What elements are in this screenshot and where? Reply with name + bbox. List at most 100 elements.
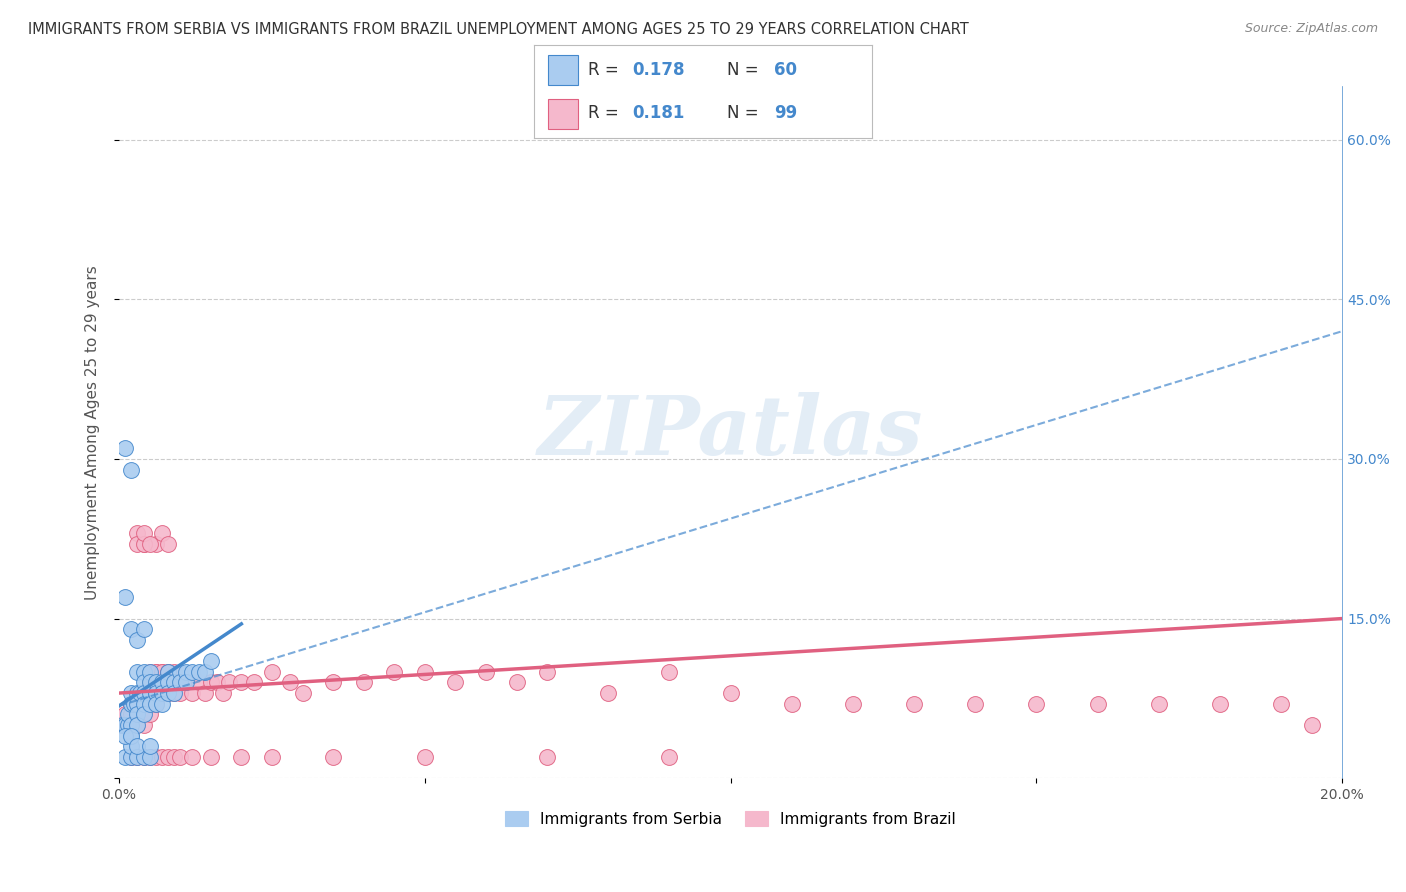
Point — [138, 537, 160, 551]
Point — [780, 697, 803, 711]
Text: ZIPatlas: ZIPatlas — [538, 392, 924, 472]
Point — [212, 686, 235, 700]
Point — [117, 718, 139, 732]
Point — [536, 665, 558, 679]
Point — [120, 739, 142, 754]
Point — [114, 718, 136, 732]
Point — [181, 750, 204, 764]
Point — [138, 686, 160, 700]
Point — [138, 707, 160, 722]
Point — [163, 686, 186, 700]
Point — [1301, 718, 1323, 732]
Point — [413, 750, 436, 764]
Point — [132, 622, 155, 636]
Point — [169, 675, 191, 690]
Text: N =: N = — [727, 61, 763, 78]
Point — [260, 750, 283, 764]
Text: 0.181: 0.181 — [633, 104, 685, 122]
Point — [138, 697, 160, 711]
Point — [291, 686, 314, 700]
Point — [205, 675, 228, 690]
Point — [145, 686, 167, 700]
Point — [132, 537, 155, 551]
Point — [120, 686, 142, 700]
Point — [156, 665, 179, 679]
Point — [242, 675, 264, 690]
Point — [720, 686, 742, 700]
Text: R =: R = — [588, 104, 624, 122]
Point — [145, 697, 167, 711]
Legend: Immigrants from Serbia, Immigrants from Brazil: Immigrants from Serbia, Immigrants from … — [499, 805, 962, 833]
Point — [132, 675, 155, 690]
Point — [132, 665, 155, 679]
Point — [163, 750, 186, 764]
Point — [150, 697, 173, 711]
Point — [114, 591, 136, 605]
Point — [132, 526, 155, 541]
Point — [129, 686, 152, 700]
Point — [132, 697, 155, 711]
Point — [127, 750, 149, 764]
Point — [150, 686, 173, 700]
Point — [156, 675, 179, 690]
Point — [114, 707, 136, 722]
Point — [127, 537, 149, 551]
Point — [200, 750, 222, 764]
Point — [353, 675, 375, 690]
Text: Source: ZipAtlas.com: Source: ZipAtlas.com — [1244, 22, 1378, 36]
Point — [138, 665, 160, 679]
Point — [127, 697, 149, 711]
Point — [156, 750, 179, 764]
Point — [444, 675, 467, 690]
Text: 60: 60 — [773, 61, 797, 78]
Point — [145, 665, 167, 679]
Point — [194, 686, 217, 700]
Point — [169, 686, 191, 700]
Point — [111, 718, 134, 732]
Point — [132, 707, 155, 722]
Point — [598, 686, 620, 700]
Point — [124, 697, 146, 711]
Point — [536, 750, 558, 764]
Point — [132, 686, 155, 700]
Point — [120, 718, 142, 732]
Point — [127, 707, 149, 722]
Point — [145, 665, 167, 679]
Point — [169, 665, 191, 679]
FancyBboxPatch shape — [548, 55, 578, 85]
Text: 99: 99 — [773, 104, 797, 122]
Point — [127, 686, 149, 700]
Point — [138, 750, 160, 764]
Point — [145, 686, 167, 700]
Point — [163, 665, 186, 679]
Point — [117, 718, 139, 732]
Point — [138, 686, 160, 700]
Point — [138, 739, 160, 754]
Y-axis label: Unemployment Among Ages 25 to 29 years: Unemployment Among Ages 25 to 29 years — [86, 265, 100, 599]
Point — [120, 750, 142, 764]
Point — [176, 675, 198, 690]
Point — [322, 675, 344, 690]
Point — [120, 707, 142, 722]
Point — [475, 665, 498, 679]
Point — [200, 654, 222, 668]
Point — [278, 675, 301, 690]
Point — [138, 675, 160, 690]
Point — [117, 707, 139, 722]
Point — [382, 665, 405, 679]
Text: N =: N = — [727, 104, 763, 122]
Point — [163, 675, 186, 690]
Point — [132, 750, 155, 764]
Point — [1147, 697, 1170, 711]
Point — [156, 686, 179, 700]
Point — [132, 707, 155, 722]
Point — [150, 686, 173, 700]
Point — [156, 675, 179, 690]
Point — [169, 675, 191, 690]
Point — [176, 675, 198, 690]
Point — [145, 675, 167, 690]
Point — [156, 686, 179, 700]
Point — [150, 665, 173, 679]
Point — [163, 675, 186, 690]
Point — [150, 526, 173, 541]
